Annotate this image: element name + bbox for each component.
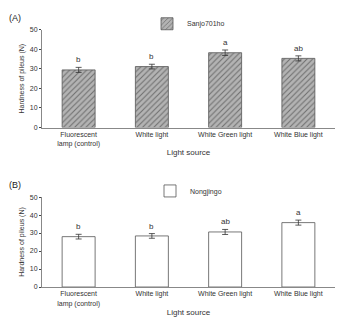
svg-text:ab: ab [221,217,230,226]
svg-text:White Green light: White Green light [198,131,252,139]
svg-text:White Green light: White Green light [198,290,252,298]
svg-text:Nongjingo: Nongjingo [190,188,222,196]
svg-text:Fluorescentlamp (control): Fluorescentlamp (control) [57,290,100,307]
svg-text:30: 30 [30,65,38,72]
svg-text:Sanjo701ho: Sanjo701ho [187,20,224,28]
svg-text:Hardness of pileus (N): Hardness of pileus (N) [18,44,26,114]
svg-text:10: 10 [30,104,38,111]
svg-text:Light source: Light source [167,308,211,317]
svg-text:50: 50 [30,26,38,33]
svg-text:b: b [76,55,81,64]
svg-text:0: 0 [34,283,38,290]
svg-text:b: b [149,222,154,231]
svg-text:White light: White light [136,290,169,298]
svg-text:a: a [223,38,228,47]
svg-text:a: a [296,208,301,217]
svg-text:(A): (A) [9,13,21,23]
svg-text:40: 40 [30,212,38,219]
svg-text:Fluorescentlamp (control): Fluorescentlamp (control) [57,131,100,148]
svg-text:40: 40 [30,46,38,53]
svg-text:Light source: Light source [167,148,211,157]
svg-text:(B): (B) [9,180,21,190]
svg-text:50: 50 [30,194,38,201]
svg-text:20: 20 [30,85,38,92]
svg-text:White light: White light [136,131,169,139]
svg-text:0: 0 [34,124,38,131]
svg-text:Hardness of pileus (N): Hardness of pileus (N) [18,207,26,277]
svg-text:20: 20 [30,247,38,254]
svg-text:b: b [76,222,81,231]
svg-text:30: 30 [30,229,38,236]
svg-text:b: b [149,52,154,61]
svg-text:White Blue light: White Blue light [274,131,323,139]
svg-text:ab: ab [294,44,303,53]
svg-text:White Blue light: White Blue light [274,290,323,298]
svg-text:10: 10 [30,265,38,272]
